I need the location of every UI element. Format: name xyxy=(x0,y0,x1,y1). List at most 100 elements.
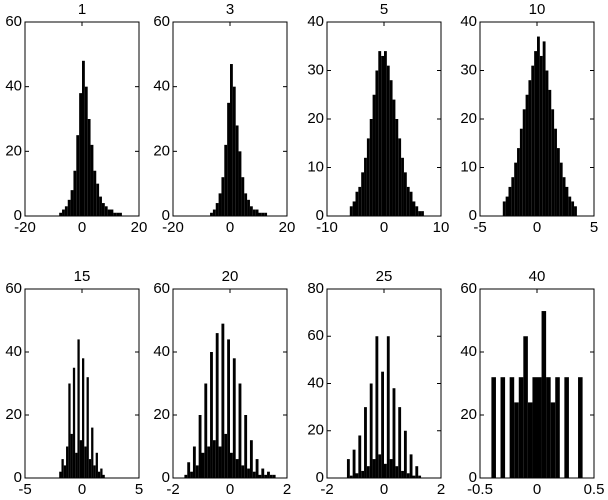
histogram-bar xyxy=(355,473,359,478)
histogram-bar xyxy=(565,186,569,216)
histogram-bar xyxy=(358,435,362,478)
histogram-bar xyxy=(210,212,213,216)
x-tick-label: 20 xyxy=(279,219,296,236)
y-tick-label: 20 xyxy=(307,110,324,127)
histogram-bar xyxy=(406,186,410,216)
x-tick-label: 0 xyxy=(78,481,86,498)
histogram-bar xyxy=(386,336,390,478)
y-tick-label: 60 xyxy=(153,280,170,297)
histogram-bar xyxy=(508,186,512,216)
histogram-bar xyxy=(241,177,245,216)
histogram-bar xyxy=(212,440,216,478)
histogram-bar xyxy=(190,471,193,478)
y-tick-label: 10 xyxy=(307,158,324,175)
histogram-bar xyxy=(389,80,393,216)
y-tick-label: 0 xyxy=(469,207,477,224)
histogram-bar xyxy=(519,128,523,216)
histogram-bar xyxy=(76,135,80,216)
y-tick-label: 60 xyxy=(153,13,170,30)
y-tick-label: 20 xyxy=(460,406,477,423)
histogram-bar xyxy=(514,402,519,478)
histogram-bar xyxy=(232,86,236,217)
y-tick-label: 20 xyxy=(5,142,22,159)
histogram-bar xyxy=(258,212,262,216)
histogram-bar xyxy=(537,377,542,478)
y-tick-label: 40 xyxy=(5,343,22,360)
histogram-bar xyxy=(358,186,362,216)
histogram-bar xyxy=(227,339,230,478)
y-tick-label: 0 xyxy=(469,469,477,486)
x-tick-label: 0 xyxy=(533,481,541,498)
histogram-bar xyxy=(79,93,82,216)
histogram-bar xyxy=(221,177,225,216)
y-tick-label: 20 xyxy=(307,422,324,439)
x-tick-label: 0 xyxy=(380,481,388,498)
histogram-bar xyxy=(252,471,256,478)
histogram-bar xyxy=(349,206,353,216)
histogram-bar xyxy=(77,339,80,478)
histogram-bar xyxy=(62,209,65,216)
y-tick-label: 0 xyxy=(14,469,22,486)
histogram-bar xyxy=(401,157,404,216)
histogram-bar xyxy=(221,323,225,478)
histogram-bar xyxy=(63,465,67,478)
y-tick-label: 0 xyxy=(162,207,170,224)
histogram-bar xyxy=(409,191,413,216)
histogram-bar xyxy=(418,475,422,478)
histogram-bar xyxy=(415,466,419,478)
histogram-bar xyxy=(546,377,551,478)
histogram-bar xyxy=(548,89,552,216)
histogram-bar xyxy=(346,459,350,478)
histogram-bar xyxy=(91,427,94,478)
y-tick-label: 40 xyxy=(5,78,22,95)
histogram-bar xyxy=(395,466,399,478)
histogram-bar xyxy=(215,333,219,478)
histogram-bar xyxy=(64,206,68,216)
x-tick-label: 0 xyxy=(226,481,234,498)
y-tick-label: 60 xyxy=(307,327,324,344)
y-tick-label: 60 xyxy=(5,280,22,297)
histogram-bar xyxy=(215,203,219,216)
histogram-bar xyxy=(235,125,239,216)
histogram-bar xyxy=(381,55,384,217)
y-tick-label: 40 xyxy=(307,374,324,391)
histogram-bar xyxy=(522,109,526,216)
histogram-bar xyxy=(59,212,63,216)
histogram-bar xyxy=(531,65,535,217)
histogram-bar xyxy=(87,119,91,216)
histogram-bar xyxy=(93,170,97,216)
histogram-bar xyxy=(107,209,111,216)
x-tick-label: -5 xyxy=(18,481,31,498)
y-tick-label: 0 xyxy=(316,469,324,486)
histogram-bar xyxy=(249,206,253,216)
histogram-bar xyxy=(534,51,537,216)
histogram-bar xyxy=(550,402,556,478)
histogram-bar xyxy=(261,212,265,216)
histogram-bar xyxy=(102,474,105,478)
x-tick-label: 2 xyxy=(283,481,291,498)
histogram-bar xyxy=(264,474,268,478)
histogram-bar xyxy=(235,459,239,478)
histogram-bar xyxy=(272,474,276,478)
subplot-title: 10 xyxy=(529,1,546,18)
histogram-bar xyxy=(505,196,509,216)
subplot-title: 15 xyxy=(74,268,91,285)
x-tick-label: 2 xyxy=(437,481,445,498)
histogram-bar xyxy=(82,60,85,216)
y-tick-label: 0 xyxy=(316,207,324,224)
x-tick-label: -20 xyxy=(162,219,184,236)
histogram-bar xyxy=(101,203,105,216)
y-tick-label: 60 xyxy=(5,13,22,30)
histogram-bar xyxy=(352,201,356,216)
histogram-bar xyxy=(386,65,390,217)
histogram-bar xyxy=(230,452,233,478)
histogram-bar xyxy=(264,212,268,216)
histogram-bar xyxy=(375,336,379,478)
histogram-bar xyxy=(551,109,555,216)
histogram-bar xyxy=(204,383,208,478)
histogram-bar xyxy=(68,383,71,478)
histogram-bar xyxy=(514,162,518,216)
